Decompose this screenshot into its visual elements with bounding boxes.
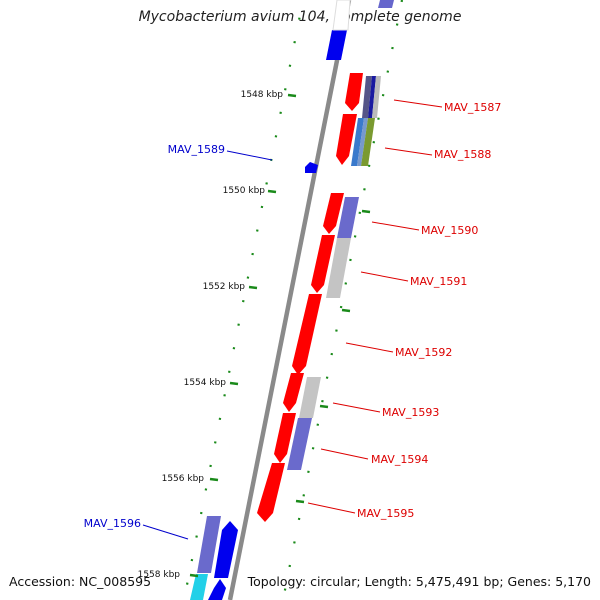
gene-glyph xyxy=(197,516,221,573)
gene-glyph xyxy=(299,377,321,418)
gene-glyph xyxy=(283,373,304,412)
scale-tick xyxy=(287,93,297,98)
gene-glyph xyxy=(257,463,285,522)
label-leader xyxy=(371,221,420,231)
scale-tick xyxy=(229,381,239,386)
gene-glyph xyxy=(368,76,376,118)
gene-label-mav-1591[interactable]: MAV_1591 xyxy=(410,275,467,288)
scale-label: 1548 kbp xyxy=(241,90,284,100)
reverse-gene-labels: MAV_1589 MAV_1596 xyxy=(84,143,273,540)
gene-glyph xyxy=(351,118,364,166)
gene-glyph xyxy=(372,76,381,118)
gene-glyph xyxy=(361,118,375,166)
gene-label-mav-1589[interactable]: MAV_1589 xyxy=(168,143,225,156)
scale-tick xyxy=(248,285,258,290)
scale-tick xyxy=(189,573,199,578)
gene-glyph xyxy=(332,0,351,31)
gene-label-mav-1590[interactable]: MAV_1590 xyxy=(421,224,478,237)
gene-glyph xyxy=(190,574,208,600)
label-leader xyxy=(345,342,394,353)
scale-label: 1558 kbp xyxy=(138,570,181,580)
gene-glyph xyxy=(214,521,238,578)
label-leader xyxy=(307,502,356,514)
gene-glyph xyxy=(337,197,359,238)
gene-glyph xyxy=(378,0,394,8)
gene-label-mav-1592[interactable]: MAV_1592 xyxy=(395,346,452,359)
gene-glyph xyxy=(274,413,296,463)
genome-title: Mycobacterium avium 104, complete genome xyxy=(138,9,462,25)
scale-label: 1554 kbp xyxy=(184,378,227,388)
label-leader xyxy=(320,448,369,460)
label-leader xyxy=(393,99,443,108)
gene-label-mav-1594[interactable]: MAV_1594 xyxy=(371,453,428,466)
scale-label: 1550 kbp xyxy=(223,186,266,196)
scale-tick xyxy=(341,308,351,313)
gene-label-mav-1596[interactable]: MAV_1596 xyxy=(84,517,141,530)
forward-gene-labels: MAV_1587 MAV_1588 MAV_1590 MAV_1591 MAV_… xyxy=(307,99,501,520)
scale-tick-marks xyxy=(189,93,371,578)
scale-tick xyxy=(267,189,277,194)
scale-tick xyxy=(295,499,305,504)
scale-tick xyxy=(361,209,371,214)
gene-glyph xyxy=(305,162,318,173)
gene-glyph xyxy=(336,114,357,165)
gene-glyph xyxy=(326,238,351,298)
scale-label: 1556 kbp xyxy=(162,474,205,484)
gene-label-mav-1593[interactable]: MAV_1593 xyxy=(382,406,439,419)
gene-label-mav-1587[interactable]: MAV_1587 xyxy=(444,101,501,114)
label-leader xyxy=(384,147,433,156)
label-leader xyxy=(142,524,189,540)
label-leader xyxy=(226,150,273,161)
gene-label-mav-1595[interactable]: MAV_1595 xyxy=(357,507,414,520)
scale-tick xyxy=(209,477,219,482)
gene-glyph xyxy=(326,30,347,60)
gene-label-mav-1588[interactable]: MAV_1588 xyxy=(434,148,491,161)
gene-glyph xyxy=(345,73,363,111)
gene-glyph xyxy=(357,118,368,166)
gene-glyph xyxy=(311,235,335,293)
gene-glyphs xyxy=(190,0,394,600)
gene-glyph xyxy=(287,418,312,470)
gene-glyph xyxy=(292,294,322,375)
genome-backbone xyxy=(227,0,352,600)
topology-text: Topology: circular; Length: 5,475,491 bp… xyxy=(247,574,591,589)
gene-glyph xyxy=(362,76,372,118)
scale-label: 1552 kbp xyxy=(203,282,246,292)
gene-glyph xyxy=(323,193,344,234)
gene-glyph xyxy=(208,579,226,600)
label-leader xyxy=(332,402,381,413)
label-leader xyxy=(360,271,409,282)
scale-tick xyxy=(319,404,329,409)
accession-text: Accession: NC_008595 xyxy=(9,574,152,589)
